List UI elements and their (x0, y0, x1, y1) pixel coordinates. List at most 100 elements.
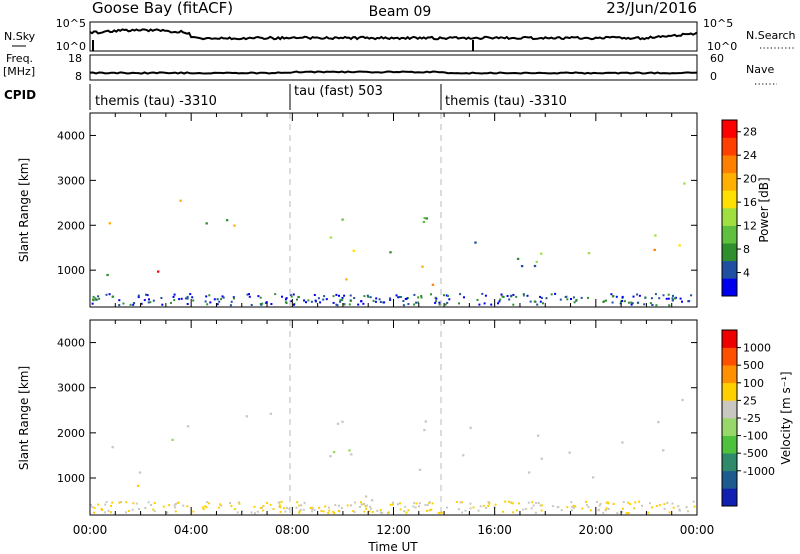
echo-cell (627, 512, 630, 514)
echo-cell (405, 297, 408, 300)
echo-cell (479, 505, 482, 508)
echo-cell (641, 504, 643, 507)
echo-cell (149, 301, 152, 304)
echo-cell (391, 503, 394, 506)
echo-cell (585, 500, 587, 503)
echo-cell (332, 301, 335, 304)
echo-cell (93, 506, 96, 509)
echo-cell (681, 300, 683, 303)
echo-cell (402, 304, 405, 307)
echo-cell (97, 295, 100, 298)
colorbar-tick-label: 16 (743, 196, 757, 209)
echo-cell (138, 471, 142, 474)
echo-cell (633, 507, 636, 510)
power-y-axis: 4000 3000 2000 1000 (57, 129, 697, 277)
echo-cell (129, 303, 132, 306)
echo-cell (314, 299, 317, 302)
echo-cell (607, 502, 610, 505)
echo-cell (534, 511, 537, 514)
echo-cell (178, 298, 181, 301)
echo-cell (566, 506, 569, 509)
echo-cell (540, 457, 543, 460)
echo-cell (651, 303, 654, 306)
echo-cell (545, 297, 548, 300)
echo-cell (133, 302, 136, 304)
echo-cell (402, 300, 405, 302)
echo-cell (525, 507, 528, 510)
echo-cell (461, 511, 464, 514)
echo-cell (654, 293, 657, 296)
echo-cell (152, 299, 155, 302)
echo-cell (428, 509, 431, 512)
echo-cell (533, 300, 536, 303)
echo-cell (369, 505, 372, 508)
echo-cell (413, 293, 416, 296)
echo-cell (431, 502, 434, 505)
echo-cell (589, 509, 592, 512)
echo-cell (374, 300, 377, 303)
echo-cell (299, 508, 302, 511)
power-panel: 4000 3000 2000 1000 Slant Range [km] (17, 112, 698, 308)
echo-cell (539, 504, 542, 507)
echo-cell (621, 295, 624, 298)
echo-cell (97, 503, 100, 506)
echo-cell (216, 298, 219, 301)
echo-cell (415, 502, 418, 505)
echo-cell (335, 303, 338, 306)
echo-cell (361, 503, 364, 506)
echo-cell (230, 504, 233, 507)
echo-cell (327, 512, 330, 515)
echo-cell (518, 502, 520, 505)
echo-cell (413, 502, 416, 505)
echo-cell (222, 296, 225, 299)
echo-cell (250, 511, 253, 514)
echo-cell (229, 502, 232, 504)
echo-cell (395, 294, 398, 297)
y-tick-label: 4000 (57, 337, 85, 350)
echo-cell (174, 506, 177, 509)
echo-cell (615, 295, 618, 298)
colorbar-tick-label: 12 (743, 220, 757, 233)
echo-cell (371, 511, 374, 513)
echo-cell (153, 502, 156, 504)
echo-cell (282, 507, 285, 510)
echo-cell (341, 296, 344, 299)
echo-cell (366, 504, 368, 507)
echo-cell (205, 506, 208, 509)
echo-cell (481, 292, 484, 295)
colorbar-block (722, 208, 737, 226)
echo-cell (469, 426, 472, 429)
echo-cell (530, 507, 533, 510)
echo-cell (205, 295, 208, 298)
echo-cell (634, 501, 637, 504)
echo-cell (160, 297, 163, 299)
echo-cell (443, 294, 445, 297)
echo-cell (254, 512, 256, 515)
echo-cell (487, 501, 490, 504)
echo-cell (581, 507, 584, 510)
echo-cell (295, 506, 298, 509)
echo-cell (354, 501, 356, 504)
echo-cell (430, 293, 432, 296)
echo-cell (413, 303, 416, 306)
nsearch-tick-top: 10^5 (703, 17, 733, 30)
echo-cell (292, 303, 295, 306)
echo-cell (674, 297, 676, 300)
echo-cell (625, 512, 628, 515)
echo-cell (323, 295, 326, 298)
echo-cell (459, 293, 462, 296)
echo-cell (111, 446, 114, 449)
echo-cell (305, 301, 307, 304)
echo-cell (678, 508, 681, 511)
echo-cell (206, 501, 208, 504)
echo-cell (360, 503, 363, 506)
echo-cell (363, 510, 366, 513)
echo-cell (118, 501, 121, 504)
cpid-segment-2: tau (fast) 503 (294, 84, 383, 99)
echo-cell (138, 508, 140, 511)
echo-cell (369, 507, 372, 510)
echo-cell (566, 298, 569, 301)
echo-cell (671, 502, 674, 505)
echo-cell (370, 499, 374, 502)
